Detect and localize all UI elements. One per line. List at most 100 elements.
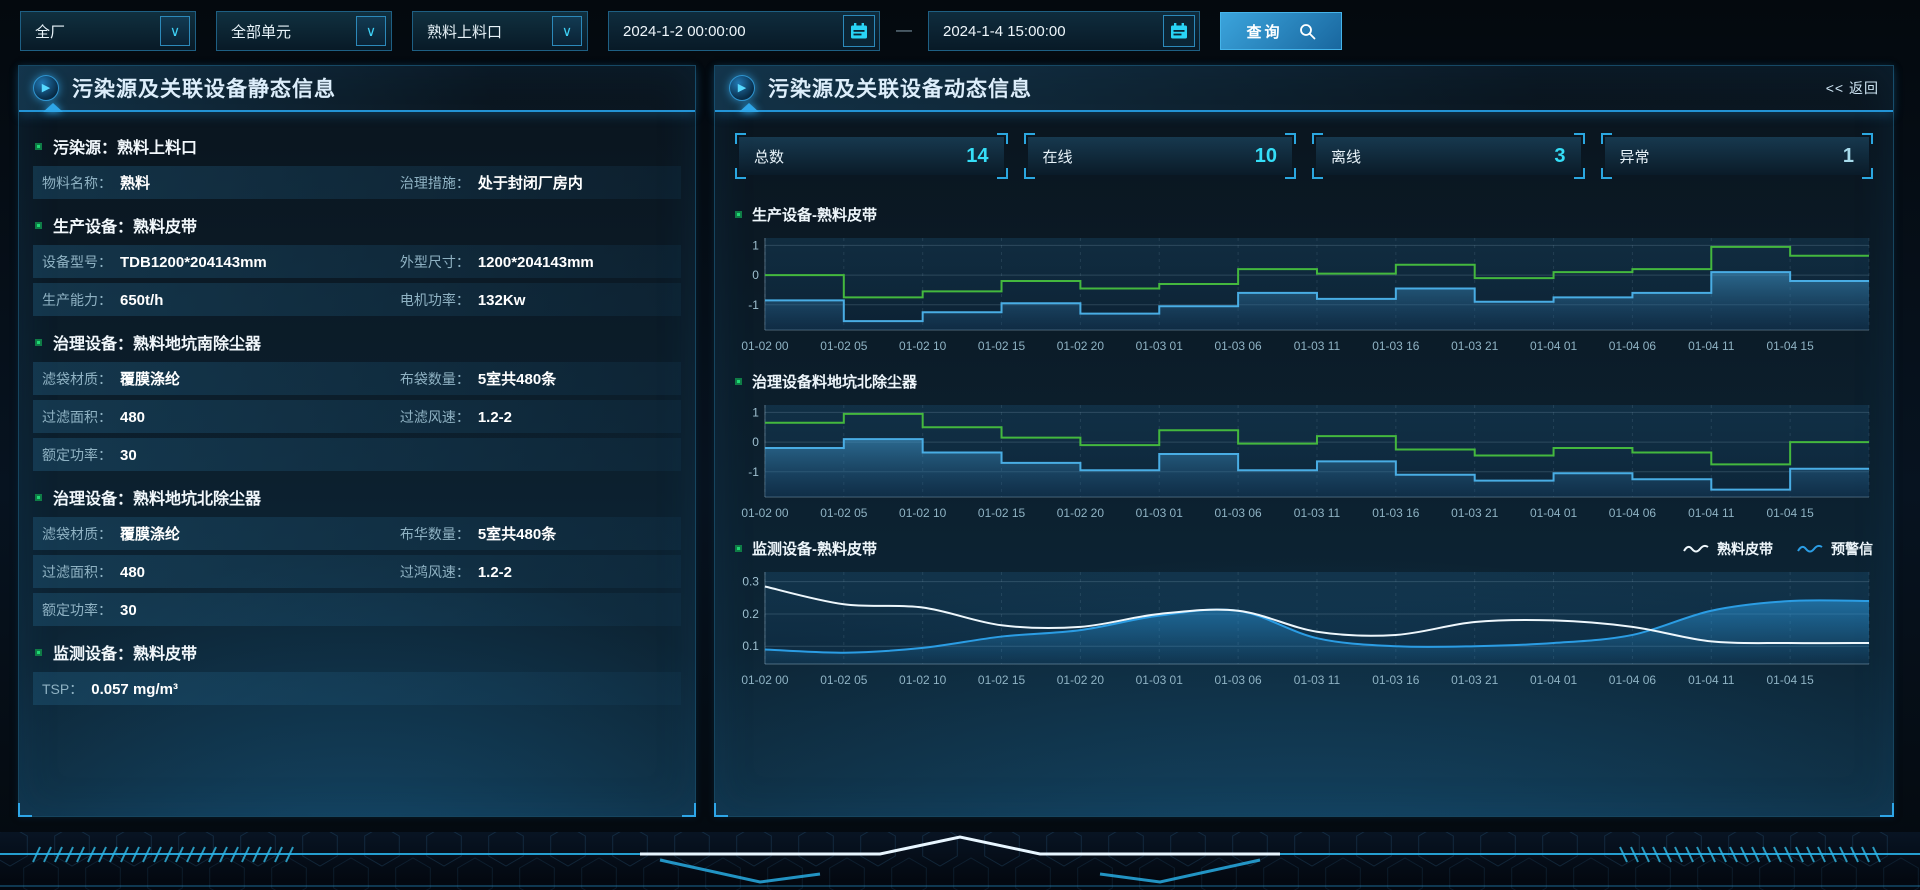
corner-bracket xyxy=(1862,168,1873,179)
svg-text:01-04 06: 01-04 06 xyxy=(1609,673,1657,687)
field-value: 0.057 mg/m³ xyxy=(91,680,178,698)
date-from-input[interactable]: 2024-1-2 00:00:00 xyxy=(608,11,880,51)
stat-value: 1 xyxy=(1842,144,1854,167)
corner-bracket xyxy=(1285,168,1296,179)
svg-text:01-02 10: 01-02 10 xyxy=(899,673,947,687)
corner-bracket xyxy=(1312,168,1323,179)
field-label: 额定功率： xyxy=(42,601,112,618)
field-label: 生产能力： xyxy=(42,291,112,308)
table-row: 生产能力： 650t/h 电机功率： 132Kw xyxy=(33,283,681,316)
field-label: 额定功率： xyxy=(42,446,112,463)
chart-svg: 0.3 0.2 0.1 01-02 00 01-02 05 01-02 10 01-02 1… xyxy=(741,572,1870,687)
chart-title: 生产设备-熟料皮带 xyxy=(752,207,877,224)
svg-text:01-04 15: 01-04 15 xyxy=(1767,673,1815,687)
field-cell: 滤袋材质： 覆膜涤纶 xyxy=(42,368,400,389)
field-value: 5室共480条 xyxy=(477,526,557,543)
field-label: 过滤面积： xyxy=(42,408,112,425)
query-button[interactable]: 查询 xyxy=(1220,12,1342,50)
corner-bracket xyxy=(1600,133,1612,144)
field-cell: 过滤面积： 480 xyxy=(42,407,400,427)
chart-title: 监测设备-熟料皮带 xyxy=(752,541,877,558)
field-label: 设备型号： xyxy=(42,253,112,270)
calendar-icon[interactable] xyxy=(1163,15,1195,47)
field-label: 物料名称： xyxy=(42,175,112,191)
field-value: 1.2-2 xyxy=(477,408,513,426)
wave-line-icon xyxy=(1683,544,1709,552)
chart-title-row: 监测设备-熟料皮带 熟料皮带 预警信 xyxy=(735,533,1873,566)
green-square-bullet xyxy=(35,648,42,656)
dynamic-info-body: 总数 14 在线 10 离线 3 异常 1 生产设备-熟料皮带 1 0 -1 01-02 00 01-0… xyxy=(715,112,1893,692)
wave-line-icon xyxy=(1797,544,1823,552)
back-button[interactable]: << 返回 xyxy=(1825,80,1879,96)
stat-label: 离线 xyxy=(1331,148,1362,166)
svg-text:01-02 05: 01-02 05 xyxy=(820,673,868,687)
plant-select[interactable]: 全厂 ∨ xyxy=(20,11,196,51)
table-row: 额定功率： 30 xyxy=(33,593,681,626)
stat-inner: 异常 1 xyxy=(1604,137,1869,175)
svg-text:01-03 21: 01-03 21 xyxy=(1451,339,1499,353)
svg-text:01-03 16: 01-03 16 xyxy=(1372,339,1420,353)
play-icon: ▶ xyxy=(729,75,755,101)
green-square-bullet xyxy=(35,338,42,346)
unit-select[interactable]: 全部单元 ∨ xyxy=(216,11,392,51)
static-panel-title: 污染源及关联设备静态信息 xyxy=(72,78,336,101)
svg-text:01-03 06: 01-03 06 xyxy=(1215,673,1263,687)
corner-bracket xyxy=(735,133,746,144)
table-row: TSP： 0.057 mg/m³ xyxy=(33,672,681,705)
field-value: 1200*204143mm xyxy=(477,253,594,271)
date-from-value: 2024-1-2 00:00:00 xyxy=(623,22,746,40)
chart-block: 生产设备-熟料皮带 1 0 -1 01-02 00 01-02 05 01-02 10 01-… xyxy=(735,199,1873,358)
stat-box: 异常 1 xyxy=(1600,133,1873,179)
field-value: 5室共480条 xyxy=(477,371,557,388)
chart-title-row: 生产设备-熟料皮带 xyxy=(735,199,1873,232)
footer-decoration xyxy=(0,832,1920,890)
stat-label: 在线 xyxy=(1042,148,1073,166)
field-value: 熟料 xyxy=(120,175,151,192)
svg-text:01-04 11: 01-04 11 xyxy=(1688,673,1735,687)
green-square-bullet xyxy=(735,378,742,385)
field-cell: 物料名称： 熟料 xyxy=(42,172,400,193)
field-cell: 过鸿风速： 1.2-2 xyxy=(400,562,512,582)
dynamic-panel-header: ▶ 污染源及关联设备动态信息 << 返回 xyxy=(715,66,1893,112)
legend-label: 预警信 xyxy=(1831,540,1873,557)
field-cell: 生产能力： 650t/h xyxy=(42,290,400,310)
field-value: 30 xyxy=(120,601,137,619)
chart-legend: 熟料皮带 预警信 xyxy=(1683,539,1873,559)
static-panel-header: ▶ 污染源及关联设备静态信息 xyxy=(19,66,695,112)
source-select[interactable]: 熟料上料口 ∨ xyxy=(412,11,588,51)
corner-bracket xyxy=(735,168,746,179)
section-header-label: 污染源：熟料上料口 xyxy=(53,140,198,157)
svg-text:1: 1 xyxy=(752,405,759,419)
svg-text:01-03 01: 01-03 01 xyxy=(1136,506,1184,520)
green-square-bullet xyxy=(735,211,742,218)
corner-bracket xyxy=(1573,133,1585,144)
section-header-label: 生产设备：熟料皮带 xyxy=(53,219,198,236)
svg-text:01-02 20: 01-02 20 xyxy=(1057,506,1105,520)
legend-item[interactable]: 熟料皮带 xyxy=(1683,539,1773,559)
green-square-bullet xyxy=(35,493,42,501)
table-row: 额定功率： 30 xyxy=(33,438,681,471)
svg-text:01-02 00: 01-02 00 xyxy=(741,339,789,353)
corner-bracket xyxy=(1312,133,1323,144)
svg-text:01-04 15: 01-04 15 xyxy=(1767,339,1815,353)
svg-text:01-03 11: 01-03 11 xyxy=(1294,673,1341,687)
unit-select-value: 全部单元 xyxy=(231,23,292,41)
corner-bracket xyxy=(1573,168,1585,179)
dynamic-panel-title: 污染源及关联设备动态信息 xyxy=(768,78,1032,101)
field-label: 过鸿风速： xyxy=(399,563,470,580)
field-cell: 外型尺寸： 1200*204143mm xyxy=(400,252,594,272)
green-square-bullet xyxy=(35,221,42,229)
date-to-input[interactable]: 2024-1-4 15:00:00 xyxy=(928,11,1200,51)
field-cell: 布袋数量： 5室共480条 xyxy=(400,368,556,389)
svg-text:01-03 11: 01-03 11 xyxy=(1294,506,1341,520)
legend-item[interactable]: 预警信 xyxy=(1797,539,1873,559)
table-row: 滤袋材质： 覆膜涤纶 布袋数量： 5室共480条 xyxy=(33,362,681,395)
stat-inner: 在线 10 xyxy=(1027,137,1292,175)
field-value: 480 xyxy=(120,408,146,426)
calendar-icon[interactable] xyxy=(843,15,875,47)
svg-text:01-04 06: 01-04 06 xyxy=(1609,506,1657,520)
corner-bracket xyxy=(1600,168,1612,179)
search-icon xyxy=(1299,23,1315,39)
stat-value: 3 xyxy=(1554,144,1566,167)
date-to-value: 2024-1-4 15:00:00 xyxy=(943,22,1066,40)
